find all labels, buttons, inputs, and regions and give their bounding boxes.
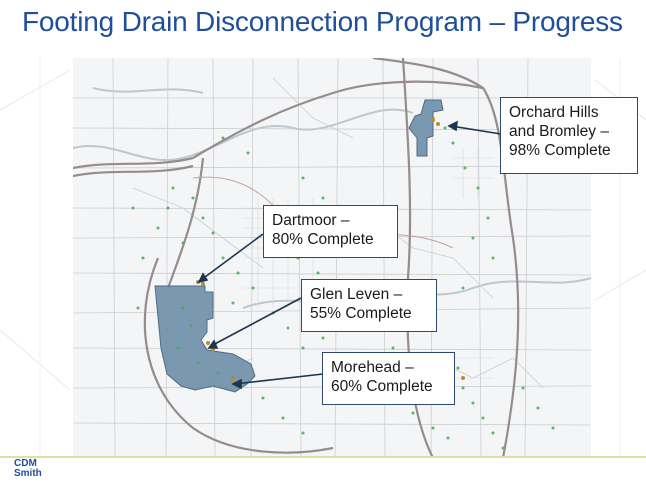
callout-morehead: Morehead – 60% Complete (322, 352, 455, 405)
program-area-orchard-hills (408, 99, 444, 157)
program-area-west-side (154, 285, 256, 393)
highway-network (73, 58, 520, 458)
cdm-smith-logo: CDM Smith (14, 458, 42, 479)
footer-bar (0, 456, 646, 458)
callout-arrow-icon (234, 373, 324, 385)
page-title: Footing Drain Disconnection Program – Pr… (22, 6, 623, 37)
callout-orchard-hills: Orchard Hills and Bromley – 98% Complete (500, 97, 638, 174)
callout-arrow-icon (210, 297, 302, 347)
callout-glen-leven: Glen Leven – 55% Complete (301, 279, 437, 332)
disconnection-points (131, 116, 555, 450)
callout-arrows (197, 120, 502, 390)
program-areas (154, 99, 444, 393)
callout-arrow-icon (450, 125, 502, 135)
callout-dartmoor: Dartmoor – 80% Complete (263, 205, 398, 258)
callout-arrow-icon (200, 233, 264, 281)
